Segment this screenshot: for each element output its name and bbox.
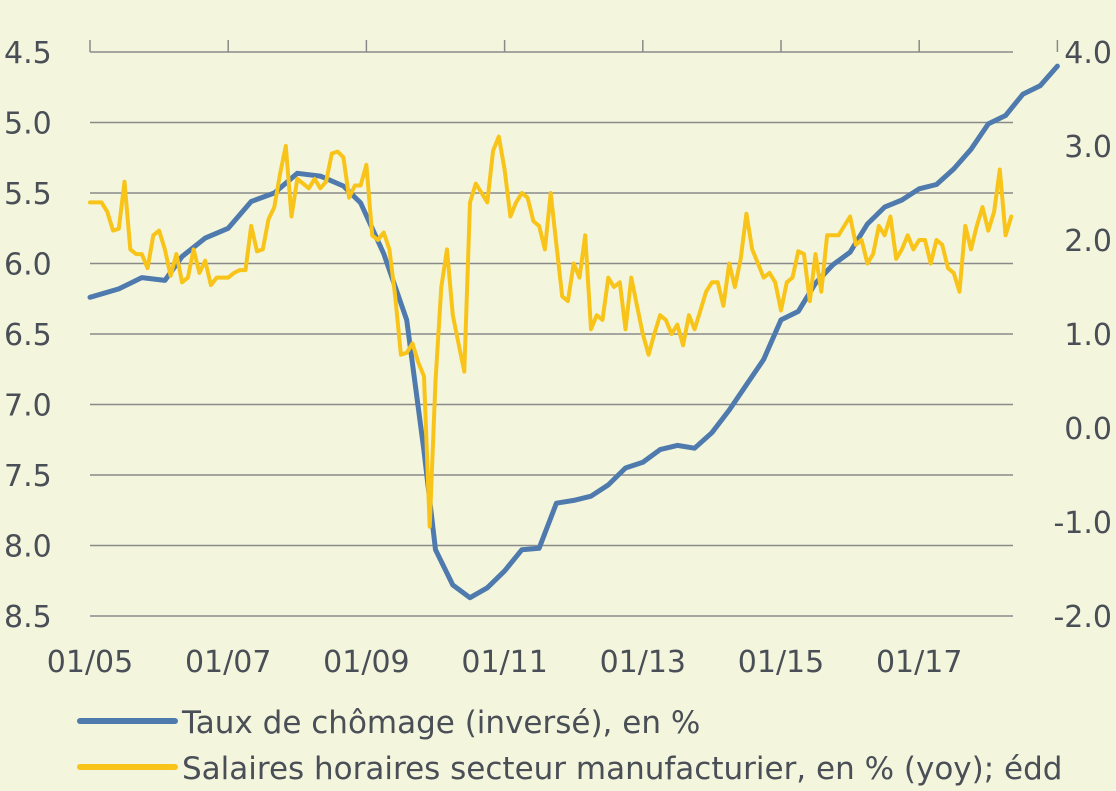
x-tick-label: 01/17 xyxy=(876,645,962,680)
series-line-0 xyxy=(87,63,1060,601)
right-tick-label: -1.0 xyxy=(1053,506,1112,541)
right-tick-label: 1.0 xyxy=(1064,318,1112,353)
legend-label: Taux de chômage (inversé), en % xyxy=(181,705,700,741)
x-tick-label: 01/09 xyxy=(323,645,409,680)
right-axis-tick-labels: 4.0 3.0 2.0 1.0 0.0 -1.0 -2.0 xyxy=(1053,36,1112,635)
right-tick-label: -2.0 xyxy=(1053,600,1112,635)
x-axis-tick-labels: 01/05 01/07 01/09 01/11 01/13 01/15 01/17 xyxy=(47,645,963,680)
left-tick-label: 5.0 xyxy=(4,107,52,142)
left-tick-label: 6.0 xyxy=(4,248,52,283)
left-tick-label: 7.0 xyxy=(4,389,52,424)
left-tick-label: 5.5 xyxy=(4,177,52,212)
left-tick-label: 8.5 xyxy=(4,600,52,635)
x-tick-label: 01/15 xyxy=(738,645,824,680)
left-tick-label: 7.5 xyxy=(4,459,52,494)
legend-label: Salaires horaires secteur manufacturier,… xyxy=(182,751,1062,787)
x-tick-label: 01/11 xyxy=(461,645,547,680)
right-tick-label: 3.0 xyxy=(1064,130,1112,165)
x-axis-ticks xyxy=(89,40,1059,52)
legend: Taux de chômage (inversé), en % Salaires … xyxy=(77,705,1062,787)
x-tick-label: 01/05 xyxy=(47,645,133,680)
right-tick-label: 0.0 xyxy=(1064,412,1112,447)
series-line-1 xyxy=(88,134,1014,529)
right-tick-label: 2.0 xyxy=(1064,224,1112,259)
x-tick-label: 01/13 xyxy=(600,645,686,680)
series-lines xyxy=(87,63,1060,601)
left-tick-label: 6.5 xyxy=(4,318,52,353)
right-tick-label: 4.0 xyxy=(1064,36,1112,71)
x-tick-label: 01/07 xyxy=(185,645,271,680)
left-axis-tick-labels: 4.5 5.0 5.5 6.0 6.5 7.0 7.5 8.0 8.5 xyxy=(4,36,52,635)
left-tick-label: 4.5 xyxy=(4,36,52,71)
left-tick-label: 8.0 xyxy=(4,530,52,565)
grid-lines xyxy=(90,51,1013,617)
